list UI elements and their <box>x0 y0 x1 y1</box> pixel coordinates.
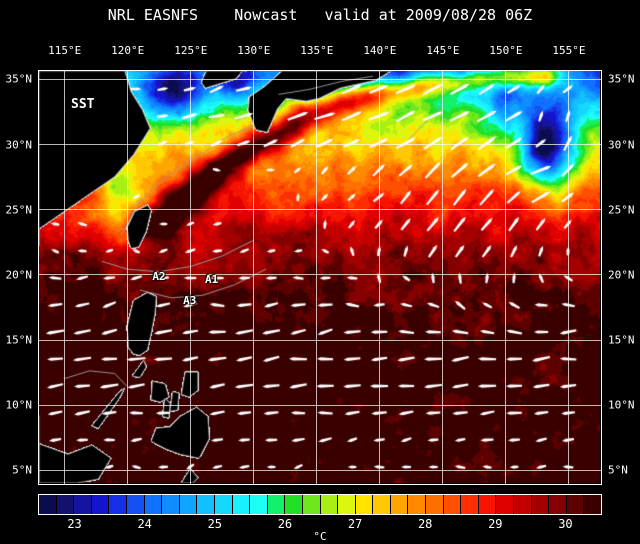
colorbar-swatch-24 <box>461 495 479 514</box>
lon-tick-115: 115°E <box>48 44 82 57</box>
colorbar-swatch-22 <box>426 495 444 514</box>
lat-tick-left-10: 10°N <box>5 398 33 412</box>
colorbar-swatch-13 <box>267 495 286 514</box>
colorbar-tick-30: 30 <box>558 517 573 531</box>
colorbar-tick-23: 23 <box>67 517 82 531</box>
gridline-lon-135 <box>316 71 317 484</box>
colorbar-unit-label: °C <box>313 530 327 543</box>
gridline-lat-15 <box>39 340 601 341</box>
gridline-lon-155 <box>568 71 569 484</box>
colorbar-swatch-17 <box>338 495 356 514</box>
lat-tick-left-20: 20°N <box>5 268 33 282</box>
lon-tick-155: 155°E <box>552 44 586 57</box>
colorbar-swatch-31 <box>584 495 601 514</box>
colorbar-swatch-26 <box>496 495 515 514</box>
lat-tick-right-10: 10°N <box>608 398 635 412</box>
lat-tick-right-5: 5°N <box>608 463 628 477</box>
lon-tick-145: 145°E <box>426 44 460 57</box>
colorbar-tick-29: 29 <box>488 517 503 531</box>
lat-tick-right-20: 20°N <box>608 268 635 282</box>
lat-tick-left-5: 5°N <box>12 463 32 477</box>
colorbar-swatch-6 <box>144 495 163 514</box>
colorbar-swatch-9 <box>197 495 215 514</box>
lat-tick-right-30: 30°N <box>608 138 635 151</box>
gridline-lat-10 <box>39 405 601 406</box>
lat-tick-right-25: 25°N <box>608 203 635 217</box>
colorbar-tick-26: 26 <box>277 517 293 531</box>
colorbar-swatches[interactable] <box>38 494 602 515</box>
lat-tick-left-30: 30°N <box>5 138 33 151</box>
lon-tick-135: 135°E <box>300 44 334 57</box>
gridline-lat-5 <box>39 470 601 471</box>
colorbar-tick-24: 24 <box>137 517 152 531</box>
colorbar-swatch-11 <box>232 495 251 514</box>
lat-tick-left-15: 15°N <box>5 333 33 347</box>
colorbar-tick-25: 25 <box>207 517 223 531</box>
colorbar-swatch-21 <box>408 495 427 514</box>
gridline-lat-20 <box>39 274 601 275</box>
colorbar-swatch-25 <box>478 495 497 514</box>
colorbar-swatch-10 <box>214 495 233 514</box>
gridline-lat-25 <box>39 209 601 210</box>
lat-tick-right-15: 15°N <box>608 333 635 347</box>
colorbar-swatch-3 <box>91 495 110 514</box>
lon-tick-130: 130°E <box>237 44 271 57</box>
colorbar-tick-27: 27 <box>347 517 363 531</box>
gridline-lat-30 <box>39 144 601 145</box>
colorbar-swatch-4 <box>109 495 127 514</box>
lon-tick-125: 125°E <box>174 44 208 57</box>
colorbar-swatch-20 <box>390 495 409 514</box>
colorbar-swatch-7 <box>162 495 180 514</box>
lon-tick-120: 120°E <box>111 44 145 57</box>
colorbar-swatch-29 <box>549 495 567 514</box>
colorbar-swatch-28 <box>531 495 550 514</box>
lat-tick-right-35: 35°N <box>608 72 635 86</box>
gridline-lon-115 <box>64 71 65 484</box>
colorbar-tick-28: 28 <box>417 517 433 531</box>
gridline-lon-120 <box>127 71 128 484</box>
colorbar[interactable] <box>38 494 602 515</box>
colorbar-swatch-30 <box>566 495 585 514</box>
colorbar-swatch-19 <box>373 495 391 514</box>
colorbar-swatch-23 <box>443 495 462 514</box>
colorbar-swatch-18 <box>355 495 374 514</box>
figure-title: NRL EASNFS Nowcast valid at 2009/08/28 0… <box>107 6 533 24</box>
colorbar-swatch-0 <box>39 495 57 514</box>
colorbar-swatch-12 <box>250 495 268 514</box>
lon-tick-150: 150°E <box>489 44 523 57</box>
colorbar-swatch-1 <box>56 495 75 514</box>
colorbar-swatch-5 <box>126 495 145 514</box>
gridline-lon-125 <box>190 71 191 484</box>
lat-tick-left-35: 35°N <box>5 72 33 86</box>
gridline-lat-35 <box>39 79 601 80</box>
lat-tick-left-25: 25°N <box>5 203 33 217</box>
colorbar-swatch-2 <box>74 495 92 514</box>
colorbar-swatch-14 <box>285 495 303 514</box>
map-plot-area[interactable]: SST A2 A1 A3 <box>38 70 602 485</box>
sst-raster <box>39 71 600 483</box>
colorbar-swatch-15 <box>302 495 321 514</box>
gridline-lon-145 <box>442 71 443 484</box>
gridline-lon-150 <box>505 71 506 484</box>
colorbar-swatch-16 <box>320 495 339 514</box>
colorbar-swatch-8 <box>179 495 198 514</box>
lon-tick-140: 140°E <box>363 44 397 57</box>
gridline-lon-140 <box>379 71 380 484</box>
gridline-lon-130 <box>253 71 254 484</box>
colorbar-swatch-27 <box>514 495 532 514</box>
